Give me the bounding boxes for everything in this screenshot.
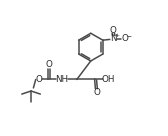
Text: N: N	[110, 34, 117, 43]
Text: O: O	[110, 26, 117, 35]
Text: OH: OH	[102, 75, 115, 84]
Text: O: O	[94, 88, 100, 97]
Text: O: O	[46, 60, 52, 69]
Text: −: −	[126, 33, 131, 38]
Text: +: +	[115, 33, 120, 38]
Text: O: O	[121, 34, 128, 43]
Text: NH: NH	[55, 75, 68, 84]
Text: O: O	[35, 75, 42, 84]
